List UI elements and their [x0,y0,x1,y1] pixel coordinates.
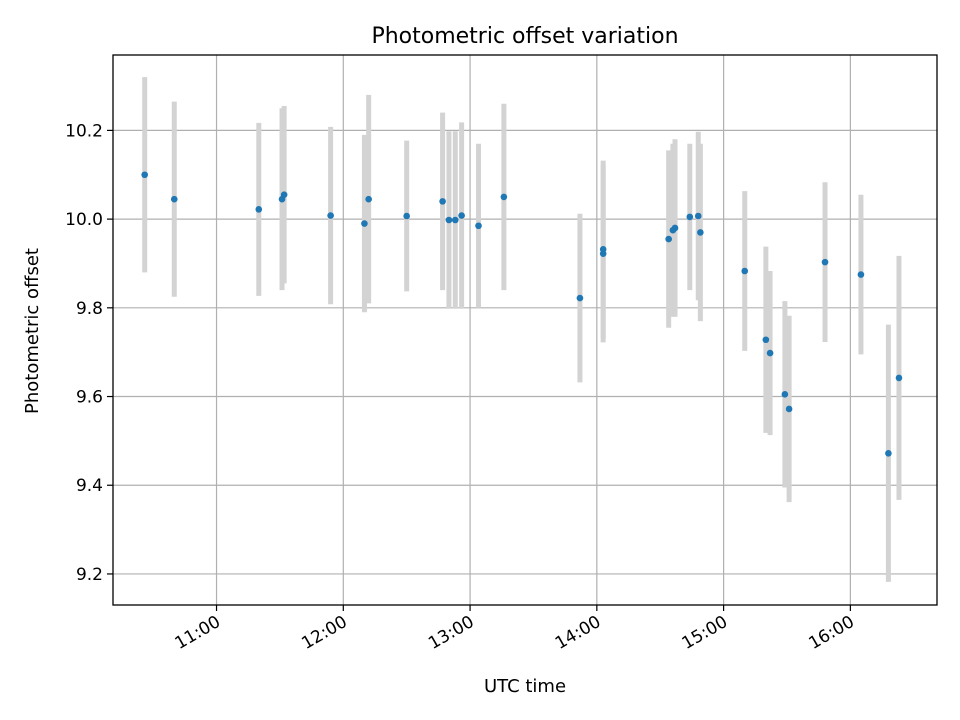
tick-layer: 11:00 12:00 13:00 14:00 15:00 16:00 9.2 9.4 9.6 9… [65,121,858,653]
data-point [576,294,584,302]
data-point [857,271,865,278]
data-point [781,391,789,398]
data-point [451,216,459,224]
plot-frame [112,54,938,606]
data-point [170,195,178,203]
data-point [280,191,288,199]
x-tick-label: 14:00 [552,612,604,654]
x-tick-label: 12:00 [298,612,350,654]
y-tick-label: 9.6 [76,388,103,408]
data-point [895,374,903,382]
data-point [885,450,892,457]
data-point [766,349,774,357]
data-point [697,229,704,236]
data-point [458,212,465,219]
data-point [445,216,453,224]
y-tick-label: 9.2 [76,565,103,585]
y-tick-label: 9.4 [76,476,103,496]
data-point [255,206,263,213]
chart-title: Photometric offset variation [371,24,678,49]
data-point [665,235,672,243]
x-tick-label: 11:00 [172,612,224,654]
data-point [694,212,702,220]
data-point [741,267,749,275]
data-point [686,213,694,221]
data-point [141,171,148,179]
data-point [361,220,368,227]
data-point [403,212,410,220]
x-tick-label: 15:00 [679,612,731,654]
x-axis-label: UTC time [484,676,566,697]
data-point [327,212,334,219]
data-point [599,245,607,253]
data-point [365,195,372,203]
y-axis-label: Photometric offset [22,248,43,414]
grid-layer [113,55,937,605]
y-tick-label: 9.8 [76,299,103,319]
y-tick-label: 10.0 [65,210,103,230]
data-point [500,193,508,201]
point-layer [141,171,903,457]
data-point [671,224,679,232]
errorbar-layer [142,77,902,582]
data-point [762,336,770,344]
x-tick-label: 16:00 [805,612,857,654]
x-tick-label: 13:00 [425,612,477,654]
data-point [439,198,446,205]
y-tick-label: 10.2 [65,121,103,141]
data-point [785,405,793,413]
data-point [821,258,829,266]
data-point [475,222,482,230]
